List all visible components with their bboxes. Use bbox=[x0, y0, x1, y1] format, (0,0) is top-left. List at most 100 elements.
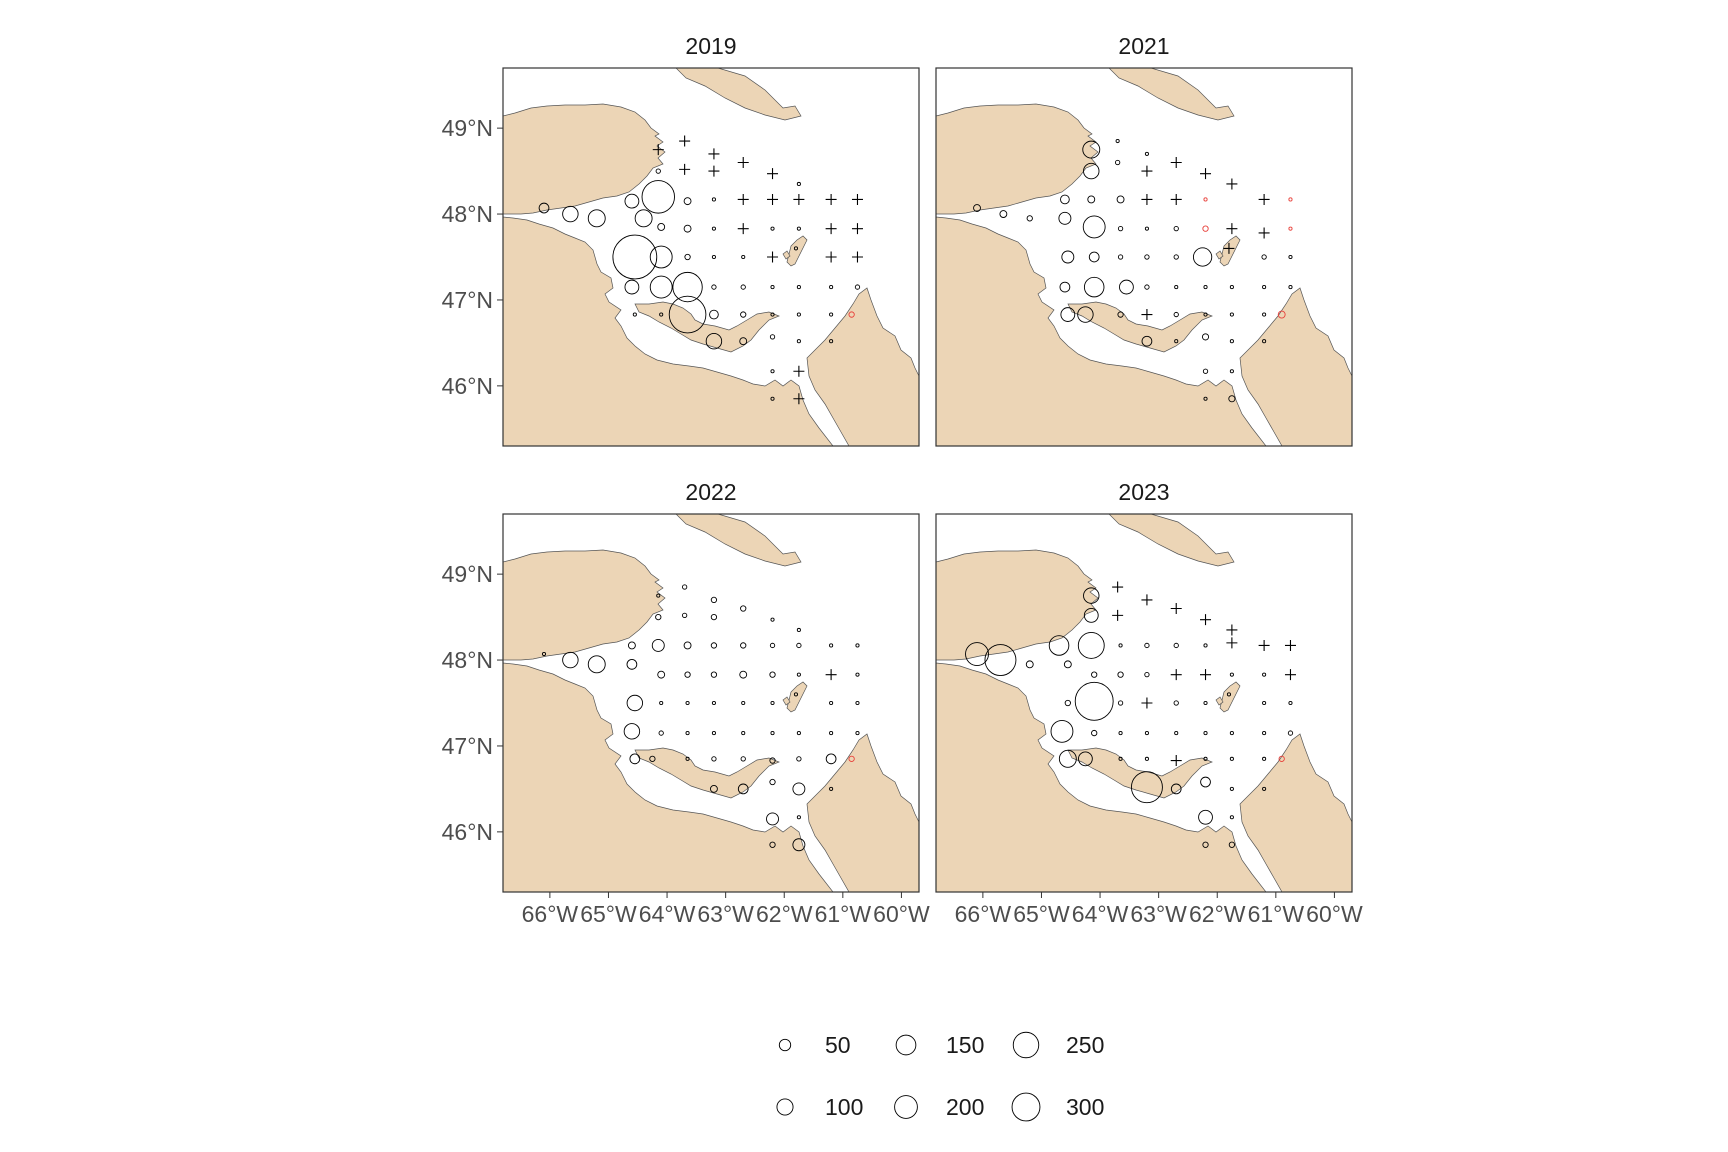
station-circle bbox=[740, 756, 746, 762]
station-circle bbox=[741, 731, 746, 736]
station-circle bbox=[792, 782, 806, 796]
zero-catch-marker bbox=[767, 251, 779, 263]
x-tick-label: 66°W bbox=[955, 901, 1012, 927]
station-circle bbox=[1083, 587, 1100, 604]
zero-catch-marker bbox=[679, 163, 691, 175]
size-legend: 50 100 150 200 250 300 bbox=[776, 1031, 1104, 1122]
zero-catch-marker bbox=[1112, 609, 1124, 621]
x-tick-label: 62°W bbox=[756, 901, 813, 927]
station-circle bbox=[1173, 226, 1179, 232]
station-circle bbox=[624, 279, 640, 295]
station-circle bbox=[1091, 729, 1098, 737]
station-circle bbox=[651, 638, 665, 652]
map-area bbox=[503, 514, 919, 892]
station-circle bbox=[683, 224, 692, 233]
station-circle bbox=[541, 651, 547, 657]
station-circle bbox=[705, 332, 723, 350]
legend-circle bbox=[776, 1098, 794, 1116]
station-circle bbox=[1229, 312, 1234, 317]
station-circle bbox=[1174, 731, 1179, 736]
station-circle bbox=[1173, 642, 1179, 649]
station-circle bbox=[1088, 251, 1100, 263]
station-circle bbox=[1288, 285, 1293, 290]
station-circle bbox=[855, 643, 860, 648]
station-circle bbox=[1115, 138, 1120, 144]
station-circle bbox=[711, 197, 716, 202]
x-tick-label: 61°W bbox=[1248, 901, 1305, 927]
station-circle bbox=[984, 644, 1017, 676]
zero-catch-marker bbox=[1141, 193, 1153, 205]
zero-catch-marker bbox=[825, 223, 837, 235]
station-circle bbox=[829, 312, 834, 317]
station-circle bbox=[1262, 285, 1267, 290]
station-circle bbox=[1228, 841, 1236, 848]
station-circle bbox=[1198, 809, 1213, 825]
station-circle bbox=[1060, 307, 1076, 322]
zero-catch-marker bbox=[793, 365, 805, 377]
station-circle bbox=[770, 731, 775, 736]
zero-catch-marker bbox=[1223, 242, 1235, 254]
station-circle bbox=[1060, 194, 1070, 205]
y-tick-label: 46°N bbox=[442, 819, 493, 845]
station-circle bbox=[1203, 731, 1208, 736]
station-circle bbox=[1203, 756, 1208, 761]
station-circle bbox=[711, 756, 717, 762]
zero-catch-marker bbox=[767, 193, 779, 205]
station-circle bbox=[1262, 731, 1267, 736]
station-circle bbox=[562, 205, 579, 223]
station-circle bbox=[1144, 151, 1149, 156]
station-circle bbox=[629, 753, 641, 765]
station-circle bbox=[1262, 339, 1267, 344]
zero-catch-marker bbox=[1141, 165, 1153, 177]
station-circle bbox=[626, 694, 644, 712]
zero-catch-marker bbox=[679, 135, 691, 147]
station-circle bbox=[770, 285, 775, 290]
station-circle bbox=[973, 204, 981, 212]
station-circle bbox=[1192, 247, 1213, 267]
station-circle bbox=[829, 700, 834, 706]
station-circle bbox=[1200, 776, 1211, 788]
station-circle bbox=[658, 730, 664, 736]
zero-catch-marker bbox=[1170, 669, 1182, 681]
station-circle bbox=[1077, 632, 1105, 659]
station-circle bbox=[709, 309, 719, 320]
station-circle bbox=[1117, 226, 1124, 232]
station-circle bbox=[770, 312, 775, 317]
station-circle bbox=[796, 627, 801, 633]
station-circle bbox=[1226, 692, 1232, 697]
station-circle bbox=[1144, 731, 1149, 736]
station-circle bbox=[710, 671, 718, 678]
station-circle bbox=[855, 700, 860, 706]
station-circle bbox=[769, 841, 776, 848]
station-circle bbox=[1229, 672, 1234, 677]
station-circle bbox=[829, 786, 834, 791]
zero-catch-marker bbox=[1112, 581, 1124, 593]
station-circle bbox=[1228, 395, 1236, 403]
station-circle bbox=[1082, 140, 1101, 159]
station-circle bbox=[683, 641, 692, 650]
map-panel-2023: 2023 66°W 65°W 64°W 63°W 62°W 61°W 60°W bbox=[935, 479, 1363, 927]
station-circle bbox=[562, 651, 579, 669]
station-circle bbox=[655, 613, 662, 621]
station-circle bbox=[770, 700, 775, 706]
station-circle bbox=[769, 757, 776, 764]
station-circle bbox=[1203, 285, 1208, 290]
map-panel-2021: 2021 bbox=[935, 33, 1353, 447]
station-circle bbox=[740, 311, 747, 318]
station-circle bbox=[684, 671, 691, 678]
zero-catch-marker bbox=[1258, 227, 1270, 239]
zero-catch-marker bbox=[1141, 309, 1153, 321]
panel-frame bbox=[502, 67, 920, 447]
station-circle bbox=[1141, 335, 1153, 347]
zero-catch-marker bbox=[825, 251, 837, 263]
station-circle bbox=[1173, 311, 1179, 318]
station-circle bbox=[587, 209, 606, 228]
station-circle bbox=[769, 778, 776, 786]
station-circle bbox=[1116, 195, 1125, 204]
zero-catch-marker bbox=[1200, 168, 1212, 180]
station-circle bbox=[1064, 699, 1071, 707]
station-circle bbox=[1202, 841, 1209, 848]
station-circle bbox=[1278, 755, 1285, 762]
panel-frame bbox=[935, 513, 1353, 893]
station-circle bbox=[632, 312, 637, 317]
